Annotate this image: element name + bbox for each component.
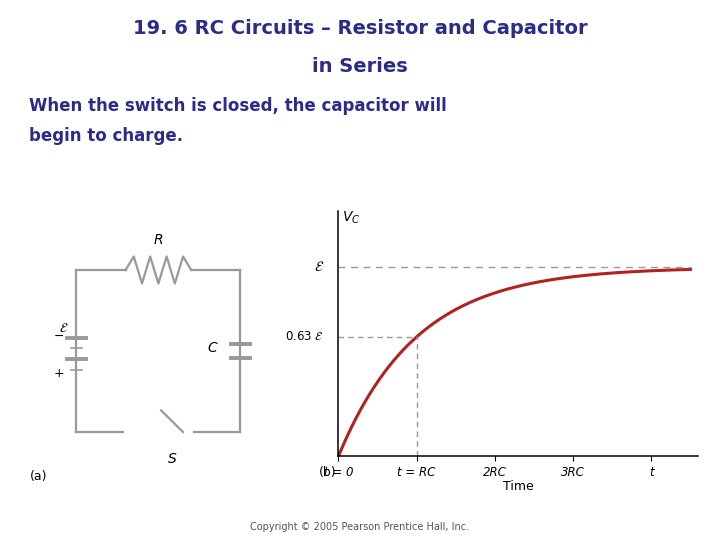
Text: $C$: $C$ [207,341,219,355]
Text: $V_C$: $V_C$ [342,210,361,226]
Text: (b): (b) [319,466,336,479]
Text: $R$: $R$ [153,233,163,247]
Text: $S$: $S$ [167,452,177,466]
Text: +: + [53,367,64,381]
Text: $0.63\ \mathcal{E}$: $0.63\ \mathcal{E}$ [285,330,324,343]
Text: Copyright © 2005 Pearson Prentice Hall, Inc.: Copyright © 2005 Pearson Prentice Hall, … [251,522,469,531]
Text: When the switch is closed, the capacitor will: When the switch is closed, the capacitor… [29,97,446,115]
Text: (a): (a) [30,470,48,483]
Text: begin to charge.: begin to charge. [29,127,183,145]
Text: $\mathcal{E}$: $\mathcal{E}$ [59,321,68,335]
Text: 19. 6 RC Circuits – Resistor and Capacitor: 19. 6 RC Circuits – Resistor and Capacit… [132,19,588,38]
Text: −: − [53,329,64,343]
Text: $\mathcal{E}$: $\mathcal{E}$ [314,260,324,274]
Text: Time: Time [503,480,534,493]
Text: in Series: in Series [312,57,408,76]
